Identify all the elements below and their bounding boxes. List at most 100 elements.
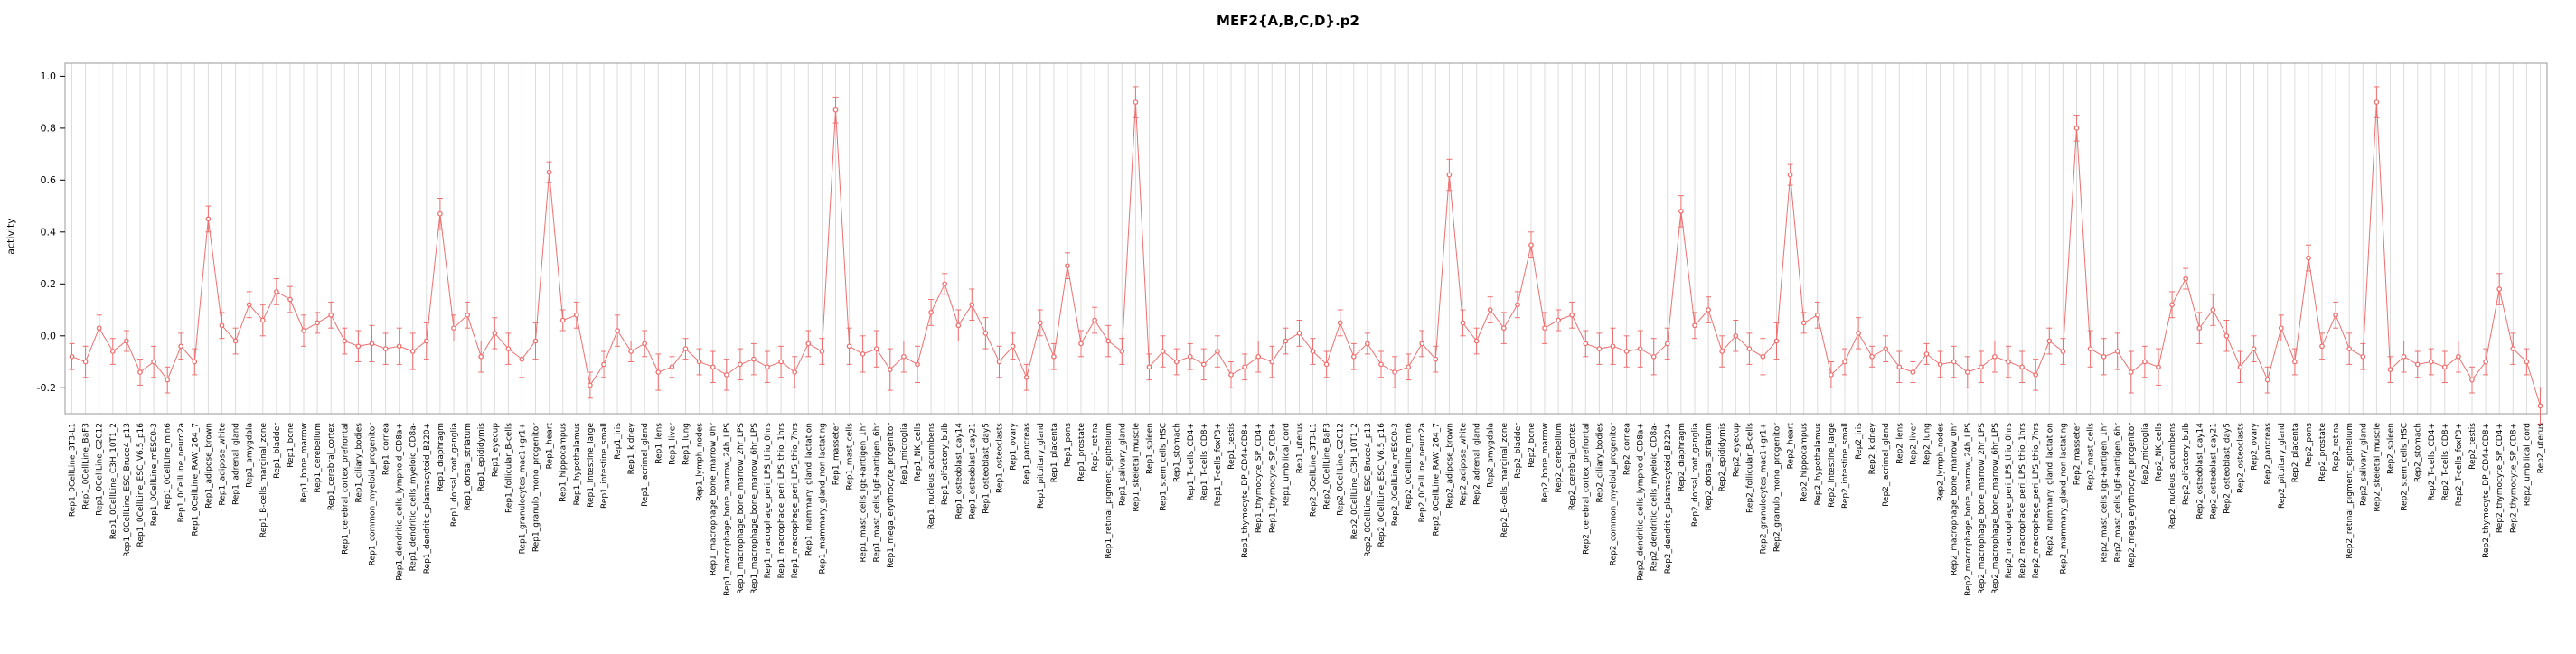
data-point <box>478 353 484 360</box>
data-point <box>765 364 770 370</box>
x-tick-label: Rep1_lymph_nodes <box>696 423 705 501</box>
data-point <box>1200 361 1207 368</box>
x-tick-label: Rep1_T-cells_foxP3+ <box>1214 423 1223 506</box>
x-tick-label: Rep1_cerebellum <box>314 423 323 493</box>
x-tick-label: Rep1_pons <box>1064 423 1073 467</box>
data-point <box>1350 353 1357 360</box>
data-point <box>996 359 1002 365</box>
x-tick-label: Rep2_bone_marrow <box>1541 423 1550 502</box>
x-tick-label: Rep1_granulo_mono_progenitor <box>532 423 541 552</box>
data-point <box>2401 353 2407 360</box>
data-point <box>274 289 279 294</box>
data-point <box>1269 359 1275 365</box>
x-tick-label: Rep1_macrophage_bone_marrow_6hr_LPS <box>750 423 759 594</box>
data-point <box>2319 343 2325 350</box>
data-point <box>2524 359 2530 365</box>
data-point <box>1255 353 1262 360</box>
data-point <box>2114 349 2120 354</box>
x-tick-label: Rep2_placenta <box>2291 423 2300 482</box>
data-point <box>1105 338 1112 344</box>
x-tick-label: Rep2_macrophage_peri_LPS_thio_1hrs <box>2018 423 2027 579</box>
data-point <box>1951 359 1957 365</box>
data-points <box>69 99 2543 409</box>
x-tick-label: Rep2_macrophage_bone_marrow_6hr_LPS <box>1991 423 2000 594</box>
x-tick-label: Rep1_0CellLine_3T3-L1 <box>69 423 78 517</box>
x-tick-label: Rep2_thymocyte_SP_CD8+ <box>2509 423 2518 533</box>
data-point <box>1078 341 1084 347</box>
x-tick-label: Rep1_skeletal_muscle <box>1132 423 1141 512</box>
y-tick-label: -0.2 <box>37 382 56 394</box>
data-point <box>1133 99 1139 105</box>
data-point <box>1500 325 1507 332</box>
x-tick-label: Rep1_pituitary_gland <box>1037 423 1046 509</box>
x-tick-label: Rep2_lymph_nodes <box>1937 423 1946 501</box>
x-tick-label: Rep2_macrophage_bone_marrow_24h_LPS <box>1964 423 1973 596</box>
data-point <box>1746 346 1753 351</box>
x-tick-label: Rep1_olfactory_bulb <box>941 423 950 505</box>
data-point <box>1473 338 1480 344</box>
data-point <box>2428 359 2434 365</box>
data-point <box>2060 349 2066 354</box>
x-tick-label: Rep1_mast_cells <box>846 423 855 490</box>
data-point <box>628 349 634 354</box>
data-point <box>2156 364 2161 370</box>
data-point <box>165 377 171 383</box>
data-point <box>69 353 75 360</box>
data-point <box>1023 374 1029 380</box>
data-point <box>1883 346 1889 351</box>
x-tick-label: Rep1_liver <box>668 423 677 465</box>
x-tick-label: Rep2_salivary_gland <box>2359 423 2368 506</box>
x-tick-label: Rep1_hippocampus <box>559 423 569 502</box>
x-tick-label: Rep1_bone_marrow <box>300 423 309 502</box>
x-tick-label: Rep2_epididymis <box>1718 423 1727 492</box>
data-point <box>1310 349 1316 354</box>
x-tick-label: Rep2_eyecup <box>1732 423 1741 477</box>
data-point <box>355 343 362 350</box>
x-tick-label: Rep2_bladder <box>1514 423 1523 479</box>
x-tick-label: Rep1_diaphragm <box>437 423 446 491</box>
x-tick-label: Rep2_T-cells_CD4+ <box>2428 423 2437 500</box>
x-tick-label: Rep1_0CellLine_BaF3 <box>82 423 91 509</box>
data-point <box>232 338 239 344</box>
x-tick-label: Rep2_NK_cells <box>2155 423 2164 481</box>
x-tick-label: Rep1_osteoclasts <box>996 423 1005 493</box>
data-point <box>519 356 525 362</box>
data-point <box>1433 356 1439 362</box>
data-point <box>532 338 539 344</box>
x-tick-label: Rep2_cornea <box>1623 423 1632 475</box>
x-tick-label: Rep2_osteoblast_day5 <box>2223 423 2232 514</box>
data-point <box>396 343 402 350</box>
data-point <box>1814 312 1820 318</box>
data-point <box>2387 367 2393 372</box>
x-tick-label: Rep2_nucleus_accumbens <box>2168 423 2177 529</box>
x-tick-label: Rep2_dorsal_root_ganglia <box>1691 423 1700 527</box>
x-tick-label: Rep1_iris <box>614 423 623 460</box>
data-point <box>696 359 702 365</box>
data-point <box>1542 325 1547 332</box>
x-tick-label: Rep2_hypothalamus <box>1814 423 1823 506</box>
x-tick-label: Rep2_ciliary_bodies <box>1595 423 1604 503</box>
x-tick-label: Rep1_prostate <box>1077 423 1086 481</box>
data-point <box>437 210 443 217</box>
data-point <box>1623 349 1630 354</box>
x-tick-label: Rep2_pituitary_gland <box>2278 423 2287 509</box>
data-point <box>1051 353 1057 360</box>
x-tick-label: Rep1_dendritic_cells_myeloid_CD8a- <box>409 423 418 571</box>
data-point <box>2292 359 2298 365</box>
data-point <box>137 369 143 375</box>
data-point <box>2441 364 2448 370</box>
data-point <box>1365 341 1370 347</box>
plot-box <box>64 62 2548 415</box>
data-point <box>1692 322 1697 329</box>
data-point <box>219 322 225 329</box>
x-tick-label: Rep2_granulocytes_mac1+gr1+ <box>1759 423 1768 554</box>
data-point <box>2046 338 2053 344</box>
data-point <box>2183 276 2189 282</box>
data-point <box>2006 359 2011 365</box>
data-point <box>1733 332 1739 339</box>
data-point <box>1323 361 1330 368</box>
x-tick-label: Rep1_0CellLine_C3H_10T1_2 <box>109 423 118 539</box>
data-point <box>1173 359 1180 365</box>
x-tick-label: Rep2_T-cells_CD8+ <box>2441 423 2450 500</box>
x-tick-label: Rep1_0CellLine_ESC_V6.5_p16 <box>136 423 146 547</box>
